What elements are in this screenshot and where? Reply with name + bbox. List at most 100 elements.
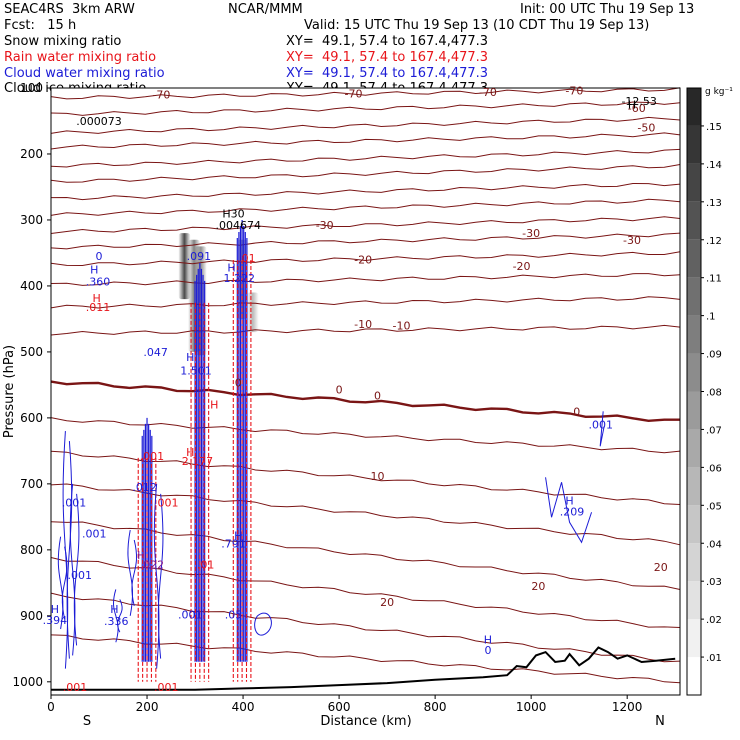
- max-value-label: .001: [68, 569, 93, 582]
- colorbar-tick-label: .01: [706, 653, 722, 664]
- colorbar-swatch: [687, 391, 701, 430]
- colorbar-tick-label: .13: [706, 198, 722, 209]
- max-value-label: H: [110, 603, 118, 616]
- field-name-rain: Rain water mixing ratio: [4, 50, 157, 65]
- max-value-label: H: [628, 98, 636, 111]
- y-tick-label: 300: [20, 213, 43, 227]
- max-value-label: .360: [86, 275, 111, 288]
- cloud-water-contour: [127, 529, 133, 616]
- x-tick-label: 200: [136, 700, 159, 714]
- colorbar-tick-label: .12: [706, 236, 722, 247]
- max-value-label: .047: [143, 346, 168, 359]
- cloud-water-contour: [131, 539, 138, 606]
- max-value-label: .01: [197, 558, 215, 571]
- max-value-label: H: [565, 494, 573, 507]
- isotherm-line: [50, 182, 681, 201]
- max-value-label: H: [186, 351, 194, 364]
- cloud-water-contour: [157, 493, 164, 659]
- cloud-water-contour: [545, 477, 593, 544]
- contour-label: -60: [628, 102, 646, 115]
- colorbar-tick-label: .14: [706, 160, 722, 171]
- max-value-label: .05: [225, 609, 243, 622]
- cloud-water-contour: [254, 612, 272, 636]
- contour-label: -70: [565, 85, 583, 98]
- contour-label: 20: [380, 596, 394, 609]
- isotherm-line: [50, 198, 681, 216]
- contour-label: 0: [573, 405, 580, 418]
- max-value-label: .001: [82, 527, 107, 540]
- cloud-water-contour: [113, 589, 119, 643]
- x-tick-label: 0: [47, 700, 55, 714]
- x-tick-label: 600: [328, 700, 351, 714]
- max-value-label: .012: [132, 481, 157, 494]
- x-tick-label: 800: [424, 700, 447, 714]
- y-tick-label: 800: [20, 543, 43, 557]
- max-value-label: H: [186, 446, 194, 459]
- contour-label: -30: [316, 219, 334, 232]
- contour-label: -70: [479, 86, 497, 99]
- x-tick-label: 1000: [516, 700, 547, 714]
- contour-label: -50: [637, 122, 655, 135]
- max-value-label: H: [210, 399, 218, 412]
- colorbar-tick-label: .03: [706, 577, 722, 588]
- field-xy-rain: XY= 49.1, 57.4 to 167.4,477.3: [286, 50, 489, 65]
- cloud-water-contour: [57, 536, 64, 630]
- terrain-line: [51, 646, 676, 691]
- contour-label: -10: [393, 320, 411, 333]
- contour-label: -30: [522, 227, 540, 240]
- cloud-water-contour: [61, 546, 68, 620]
- colorbar-tick-label: .02: [706, 615, 722, 626]
- y-tick-label: 600: [20, 411, 43, 425]
- max-value-label: 1.501: [180, 364, 212, 377]
- max-value-label: .001: [62, 496, 87, 509]
- colorbar-tick-label: .11: [706, 274, 722, 285]
- contour-label: -70: [345, 87, 363, 100]
- field-xy-snow: XY= 49.1, 57.4 to 167.4,477.3: [286, 34, 489, 49]
- colorbar-swatch: [687, 505, 701, 544]
- isotherm-line: [50, 296, 681, 309]
- colorbar-swatch: [687, 125, 701, 164]
- cloud-water-contour: [117, 599, 123, 633]
- contour-label: 20: [531, 580, 545, 593]
- cloud-water-contour: [69, 483, 76, 656]
- y-tick-label: 400: [20, 279, 43, 293]
- isotherm-line: [50, 164, 681, 183]
- colorbar-tick-label: .05: [706, 501, 722, 512]
- x-tick-label: 400: [232, 700, 255, 714]
- snow-plume: [178, 233, 191, 300]
- y-tick-label: 200: [20, 147, 43, 161]
- y-tick-label: 1000: [12, 675, 43, 689]
- isotherm-line: [50, 232, 681, 250]
- isotherm-line: [50, 87, 681, 100]
- y-tick-label: 900: [20, 609, 43, 623]
- isotherm-line: [50, 417, 681, 454]
- max-value-label: .011: [86, 301, 111, 314]
- contour-label: -10: [354, 318, 372, 331]
- max-value-label: H: [484, 634, 492, 647]
- colorbar-swatch: [687, 201, 701, 240]
- max-value-label: 2.177: [182, 455, 214, 468]
- max-value-label: H: [51, 603, 59, 616]
- model-title: SEAC4RS 3km ARW: [4, 2, 135, 17]
- max-value-label: .001: [154, 681, 179, 694]
- isotherm-line: [50, 380, 680, 423]
- center-label: NCAR/MMM: [228, 2, 303, 17]
- colorbar-swatch: [687, 88, 701, 126]
- max-value-label: H: [234, 529, 242, 542]
- valid-time: Valid: 15 UTC Thu 19 Sep 13 (10 CDT Thu …: [304, 18, 650, 33]
- colorbar-swatch: [687, 429, 701, 468]
- colorbar-swatch: [687, 581, 701, 620]
- snow-plume: [246, 292, 259, 333]
- isotherm-line: [50, 251, 681, 267]
- max-value-label: .01: [238, 252, 256, 265]
- max-value-label: H30: [222, 207, 244, 220]
- contour-label: 0: [336, 384, 343, 397]
- colorbar-swatch: [687, 277, 701, 316]
- x-tick-label: 1200: [612, 700, 643, 714]
- max-value-label: .209: [560, 506, 585, 519]
- isotherm-line: [50, 101, 681, 116]
- max-value-label: .336: [104, 615, 129, 628]
- isotherm-line: [50, 116, 681, 134]
- x-axis-label: Distance (km): [320, 714, 411, 729]
